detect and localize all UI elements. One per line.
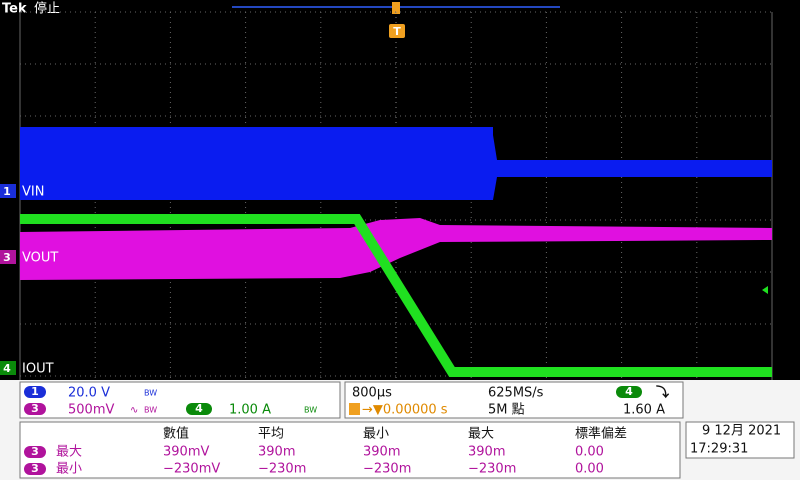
ch4-bw: BW — [304, 406, 317, 415]
ch4-badge-number: 4 — [195, 402, 203, 415]
ch3-bw: BW — [144, 406, 157, 415]
ch3-coupling: ∿ — [130, 405, 138, 416]
channel-badge — [24, 463, 46, 475]
time-scale: 800µs — [352, 386, 392, 401]
measure-value: 390m — [363, 445, 400, 460]
ch1-number: 1 — [3, 185, 11, 198]
channel-number: 3 — [31, 445, 39, 458]
brand: Tek — [2, 2, 27, 17]
ch1-badge-number: 1 — [31, 385, 39, 398]
column-header: 數值 — [163, 426, 189, 442]
measure-value: 0.00 — [575, 445, 604, 460]
record-marker — [392, 2, 400, 14]
trigger-position-icon — [349, 403, 360, 415]
trigger-level: 1.60 A — [623, 403, 665, 418]
record-length: 5M 點 — [488, 403, 525, 418]
measure-value: 390m — [468, 445, 505, 460]
measure-name: 最大 — [56, 445, 82, 460]
column-header: 平均 — [258, 427, 284, 442]
ch1-marker — [0, 184, 16, 198]
run-status: 停止 — [34, 1, 60, 17]
sample-rate: 625MS/s — [488, 386, 544, 401]
measure-value: 0.00 — [575, 462, 604, 477]
ch4-waveform — [20, 214, 772, 377]
ch3-marker — [0, 250, 16, 264]
measure-value: 390m — [258, 445, 295, 460]
trigger-marker-label: T — [393, 25, 401, 38]
ch3-waveform — [20, 218, 772, 280]
trigger-source: 4 — [625, 385, 633, 398]
trigger-slope: ⤵ — [656, 385, 670, 401]
column-header: 最大 — [468, 427, 494, 442]
channel-number: 3 — [31, 462, 39, 475]
ch3-label: VOUT — [22, 251, 58, 266]
ch4-badge — [186, 403, 212, 415]
trigger-source-badge — [616, 386, 642, 398]
trigger-position: →▼0.00000 s — [362, 403, 448, 418]
ch3-badge — [24, 403, 46, 415]
column-header: 標準偏差 — [575, 426, 627, 442]
vertical-box — [19, 381, 341, 419]
ch3-number: 3 — [3, 251, 11, 264]
measurement-table — [19, 421, 681, 479]
ch4-marker — [0, 361, 16, 375]
datetime-box — [685, 421, 795, 459]
ch4-scale: 1.00 A — [229, 403, 271, 418]
date: 9 12月 2021 — [702, 424, 781, 439]
ch1-bw: BW — [144, 389, 157, 398]
channel-badge — [24, 446, 46, 458]
time: 17:29:31 — [690, 442, 748, 457]
measure-value: −230m — [258, 462, 306, 477]
measure-name: 最小 — [56, 462, 82, 477]
ch4-label: IOUT — [22, 362, 54, 377]
ch4-number: 4 — [3, 362, 11, 375]
trigger-level-arrow — [762, 286, 768, 294]
ch3-scale: 500mV — [68, 403, 114, 418]
ch1-badge — [24, 386, 46, 398]
ch1-waveform — [20, 127, 772, 200]
measure-value: −230mV — [163, 462, 220, 477]
column-header: 最小 — [363, 427, 389, 442]
ch1-label: VIN — [22, 185, 44, 200]
measure-value: 390mV — [163, 445, 209, 460]
ch3-badge-number: 3 — [31, 402, 39, 415]
measure-value: −230m — [468, 462, 516, 477]
trigger-marker — [389, 24, 405, 38]
measure-value: −230m — [363, 462, 411, 477]
ch1-scale: 20.0 V — [68, 386, 110, 401]
